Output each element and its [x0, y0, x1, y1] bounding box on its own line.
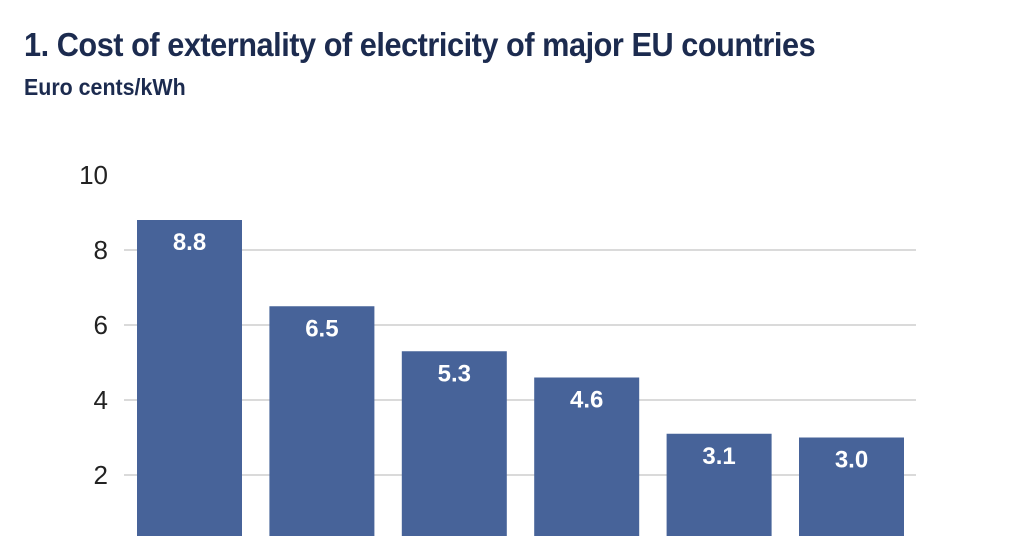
data-label: 3.0 — [835, 447, 868, 474]
bar — [799, 437, 904, 536]
data-label: 3.1 — [702, 443, 735, 470]
bar — [534, 377, 640, 536]
data-label: 5.3 — [438, 360, 471, 387]
data-label: 6.5 — [305, 315, 338, 342]
bar — [269, 306, 375, 536]
y-tick-label: 10 — [79, 160, 108, 190]
bar — [666, 433, 772, 536]
y-tick-label: 2 — [94, 460, 108, 490]
y-tick-label: 4 — [94, 385, 108, 415]
chart-title: 1. Cost of externality of electricity of… — [24, 26, 816, 63]
bar — [401, 351, 507, 536]
bar — [137, 220, 242, 536]
y-tick-label: 6 — [94, 310, 108, 340]
y-tick-label: 8 — [94, 235, 108, 265]
data-label: 4.6 — [570, 387, 603, 414]
chart-subtitle: Euro cents/kWh — [24, 74, 186, 100]
data-label: 8.8 — [173, 229, 206, 256]
